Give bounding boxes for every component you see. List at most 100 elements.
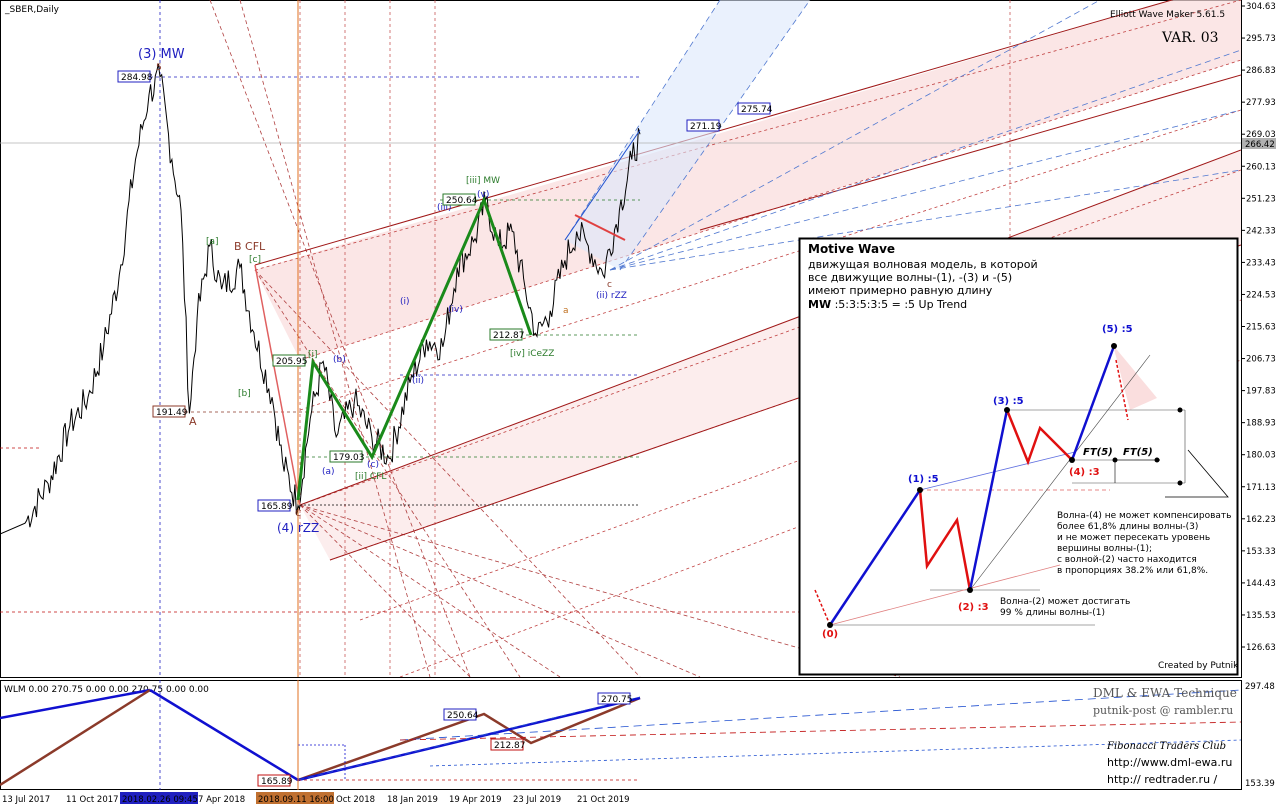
price-label-205: 205.95 xyxy=(272,354,308,367)
pivot-label-4: (4) :3 xyxy=(1069,467,1100,478)
wave-label-iv-paren: (iv) xyxy=(448,305,463,315)
wlm-label-165: 165.89 xyxy=(257,774,293,787)
info-credit: Created by Putnik xyxy=(1158,661,1239,671)
wlm-blue-3 xyxy=(297,696,641,782)
wlm-brown-1 xyxy=(0,688,151,787)
wave-label-a-paren: (a) xyxy=(322,467,335,477)
wave-label-4rzz: (4) rZZ xyxy=(277,521,319,535)
price-tick-label: 180.03 xyxy=(1246,451,1276,461)
svg-text:250.64: 250.64 xyxy=(447,711,479,721)
svg-text:205.95: 205.95 xyxy=(276,357,308,367)
wave4-line xyxy=(1005,409,1073,466)
wave-label-ii-cfl: [ii] CFL xyxy=(355,472,386,482)
current-price-tag: 266.42 xyxy=(1242,138,1276,150)
wave-label-a: A xyxy=(189,415,197,428)
note4-line6: в пропорциях 38.2% или 61,8%. xyxy=(1057,566,1208,576)
wlm-label-270: 270.75 xyxy=(597,692,633,705)
price-tick-label: 135.53 xyxy=(1246,611,1276,621)
ft5-label-1: FT(5) xyxy=(1083,447,1113,458)
svg-text:266.42: 266.42 xyxy=(1245,140,1275,150)
note4-line3: и не может пересекать уровень xyxy=(1057,533,1210,543)
wave-label-5: 5 xyxy=(156,63,162,73)
wlm-tick-bottom: 153.39 xyxy=(1245,779,1275,789)
wlm-blue-2 xyxy=(149,688,299,782)
pivot-label-0: (0) xyxy=(822,629,838,640)
wave0-lead xyxy=(814,589,831,626)
wave-label-c-small: c xyxy=(607,280,612,290)
price-tick-label: 233.43 xyxy=(1246,258,1276,268)
price-series xyxy=(0,63,641,535)
price-tick-label: 295.73 xyxy=(1246,34,1276,44)
price-tick-label: 162.23 xyxy=(1246,515,1276,525)
svg-text:179.03: 179.03 xyxy=(333,453,365,463)
wlm-pane: WLM 0.00 270.75 0.00 0.00 270.75 0.00 0.… xyxy=(0,680,1241,790)
price-axis: 304.63 295.73 286.83 277.93 269.03 260.13 251.… xyxy=(1241,2,1276,653)
wave-label-ii-rzz: (ii) rZZ xyxy=(596,291,627,301)
note4-line2: более 61,8% длины волны-(3) xyxy=(1057,522,1198,532)
level-lines xyxy=(0,76,1241,613)
price-tick-label: 126.63 xyxy=(1246,643,1276,653)
wave-label-iv-iceZZ: [iv] iCeZZ xyxy=(510,349,554,359)
pivot-label-3: (3) :5 xyxy=(993,396,1024,407)
wlm-label-212: 212.87 xyxy=(490,738,526,751)
main-pane: _SBER,Daily Elliott Wave Maker 5.61.5 VA… xyxy=(0,0,1241,677)
svg-text:271.19: 271.19 xyxy=(690,122,722,132)
green-wave-structure xyxy=(296,195,533,501)
svg-text:165.89: 165.89 xyxy=(261,777,293,787)
svg-text:250.64: 250.64 xyxy=(446,196,478,206)
wave-label-c-sq: [c] xyxy=(249,255,261,265)
variant-label: VAR. 03 xyxy=(1161,30,1219,46)
price-label-250: 250.64 xyxy=(442,193,478,206)
wave-label-c-paren: (c) xyxy=(367,460,379,470)
time-tick-label: 18 Jan 2019 xyxy=(387,795,438,805)
svg-text:212.87: 212.87 xyxy=(493,331,525,341)
wave-label-b-sq: [b] xyxy=(238,389,251,399)
time-tick-label: 2018.02.26 09:45 xyxy=(122,795,198,805)
info-desc-3: имеют примерно равную длину xyxy=(808,284,993,297)
time-axis: 13 Jul 2017 11 Oct 2017 2018.02.26 09:45 7 … xyxy=(2,792,630,805)
wave1-line xyxy=(828,489,922,626)
time-tick-label: 23 Jul 2019 xyxy=(513,795,561,805)
time-tick-label: 19 Apr 2019 xyxy=(449,795,502,805)
pivot-dots xyxy=(827,343,1183,628)
wave-label-i-sq: [i] xyxy=(308,350,318,360)
wave5-line xyxy=(1070,345,1116,461)
svg-text:191.49: 191.49 xyxy=(156,408,188,418)
svg-text:165.89: 165.89 xyxy=(261,502,293,512)
channel-2-4 xyxy=(969,354,1151,591)
blue-channel xyxy=(565,0,810,270)
note4-line1: Волна-(4) не может компенсировать xyxy=(1057,511,1231,521)
wave-label-b-paren: (b) xyxy=(333,355,346,365)
svg-text:275.74: 275.74 xyxy=(741,105,773,115)
wave-label-a-sq: [a] xyxy=(206,237,219,247)
price-tick-label: 144.43 xyxy=(1246,579,1276,589)
time-tick-label: 13 Jul 2017 xyxy=(2,795,50,805)
svg-text:270.75: 270.75 xyxy=(601,695,633,705)
price-tick-label: 215.63 xyxy=(1246,323,1276,333)
time-tick-label: 11 Oct 2017 xyxy=(66,795,119,805)
wave-label-3mw: (3) MW xyxy=(138,47,185,62)
time-tick-label: 7 Apr 2018 xyxy=(198,795,245,805)
pivot-label-5: (5) :5 xyxy=(1102,324,1133,335)
time-tick-highlight xyxy=(120,792,198,804)
note4-line5: с волной-(2) часто находится xyxy=(1057,555,1197,565)
time-tick-label: 21 Oct 2019 xyxy=(577,795,630,805)
brand-url2: http:// redtrader.ru / xyxy=(1107,773,1218,786)
wave5-target-shade xyxy=(1113,345,1157,410)
price-tick-label: 260.13 xyxy=(1246,162,1276,172)
channel-02 xyxy=(829,564,1061,626)
wave-bc-line xyxy=(254,264,301,506)
price-tick-label: 171.13 xyxy=(1246,483,1276,493)
wave-label-iii-paren: (iii) xyxy=(437,203,452,213)
pivot-label-1: (1) :5 xyxy=(908,474,939,485)
note4-line4: вершины волны-(1); xyxy=(1057,544,1152,554)
wlm-label-250: 250.64 xyxy=(443,708,479,721)
note2-line2: 99 % длины волны-(1) xyxy=(1000,608,1105,618)
price-tick-label: 277.93 xyxy=(1246,98,1276,108)
info-title: Motive Wave xyxy=(808,242,895,256)
price-label-271: 271.19 xyxy=(686,119,722,132)
info-formula: MW :5:3:5:3:5 = :5 Up Trend xyxy=(808,298,967,311)
info-desc-2: все движущие волны-(1), -(3) и -(5) xyxy=(808,271,1012,284)
time-tick-label: 2018.09.11 16:00 xyxy=(258,795,334,805)
